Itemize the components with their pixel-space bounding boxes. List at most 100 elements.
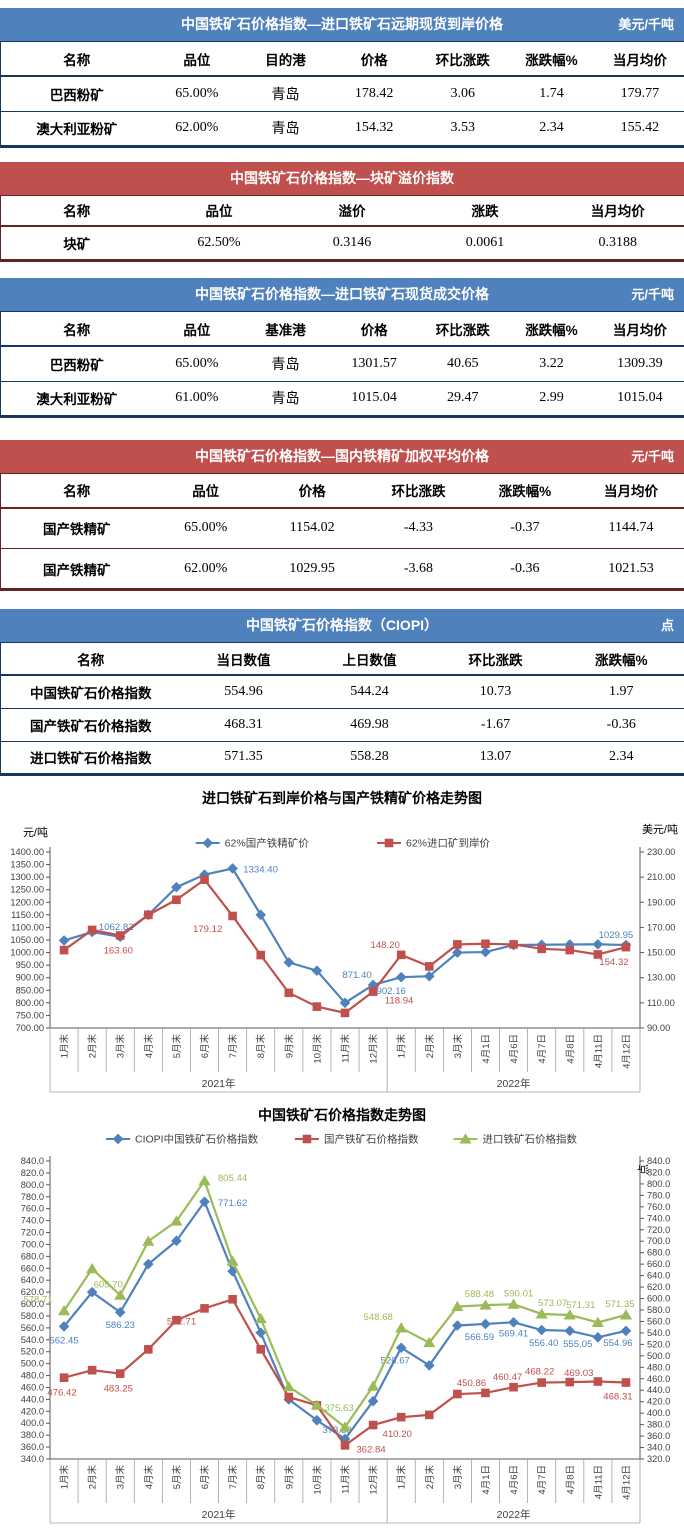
svg-text:580.0: 580.0	[647, 1305, 670, 1315]
table-title-band: 中国铁矿石价格指数—国内铁精矿加权平均价格元/千吨	[0, 440, 684, 474]
data-point-label: 483.25	[104, 1383, 133, 1394]
value-cell: 0.3146	[286, 226, 419, 261]
year-group-label: 2021年	[202, 1077, 236, 1090]
value-cell: 65.00%	[153, 508, 259, 549]
x-axis-tick-label: 1月末	[396, 1464, 408, 1489]
x-axis-tick-label: 3月末	[115, 1464, 127, 1489]
svg-text:340.0: 340.0	[647, 1442, 670, 1452]
x-axis-tick-label: 3月末	[115, 1033, 127, 1058]
x-axis-tick-label: 5月末	[171, 1033, 183, 1058]
value-cell: -4.33	[365, 508, 471, 549]
svg-text:780.0: 780.0	[647, 1190, 670, 1200]
svg-text:900.00: 900.00	[16, 972, 44, 982]
year-group-label: 2021年	[202, 1508, 236, 1521]
row-name-cell: 国产铁精矿	[1, 508, 153, 549]
svg-text:700.0: 700.0	[21, 1239, 44, 1249]
table-title: 中国铁矿石价格指数—块矿溢价指数	[230, 170, 454, 186]
row-name-cell: 澳大利亚粉矿	[1, 381, 153, 416]
value-cell: 1154.02	[259, 508, 365, 549]
value-cell: 1.97	[559, 675, 684, 708]
x-axis-tick-label: 4月11日	[593, 1034, 604, 1068]
table-header-row: 名称品位目的港价格环比涨跌涨跌幅%当月均价	[1, 42, 684, 76]
x-axis-tick-label: 9月末	[283, 1464, 295, 1489]
svg-text:780.0: 780.0	[21, 1191, 44, 1201]
svg-text:460.0: 460.0	[21, 1382, 44, 1392]
column-header: 名称	[1, 643, 181, 675]
svg-text:400.0: 400.0	[21, 1418, 44, 1428]
data-point-label: 571.31	[566, 1299, 595, 1310]
row-name-cell: 巴西粉矿	[1, 346, 153, 381]
value-cell: 65.00%	[153, 346, 242, 381]
svg-text:760.0: 760.0	[21, 1203, 44, 1213]
value-cell: 62.00%	[153, 111, 242, 146]
column-header: 名称	[1, 474, 153, 508]
value-cell: 178.42	[330, 76, 419, 111]
data-point-label: 469.03	[564, 1368, 593, 1379]
value-cell: 13.07	[433, 741, 559, 774]
data-point-label: 578.71	[23, 1294, 52, 1305]
row-name-cell: 澳大利亚粉矿	[1, 111, 153, 146]
svg-text:340.0: 340.0	[21, 1454, 44, 1464]
column-header: 上日数值	[307, 643, 433, 675]
data-point-label: 1029.95	[599, 930, 634, 941]
svg-text:进口铁矿石到岸价格与国产铁精矿价格走势图: 进口铁矿石到岸价格与国产铁精矿价格走势图	[202, 790, 482, 806]
svg-text:380.0: 380.0	[21, 1430, 44, 1440]
value-cell: 40.65	[418, 346, 507, 381]
column-header: 环比涨跌	[418, 42, 507, 76]
svg-text:1300.00: 1300.00	[10, 872, 44, 882]
value-cell: 469.98	[307, 708, 433, 741]
svg-text:420.0: 420.0	[647, 1396, 670, 1406]
data-point-label: 154.32	[599, 957, 628, 968]
table-header-row: 名称品位基准港价格环比涨跌涨跌幅%当月均价	[1, 312, 684, 346]
svg-text:700.0: 700.0	[647, 1236, 670, 1246]
x-axis-tick-label: 3月末	[452, 1033, 464, 1058]
svg-text:580.0: 580.0	[21, 1310, 44, 1320]
table-title-band: 中国铁矿石价格指数（CIOPI）点	[0, 609, 684, 643]
svg-text:380.0: 380.0	[647, 1419, 670, 1429]
x-axis-tick-label: 2月末	[424, 1464, 436, 1489]
value-cell: 2.99	[507, 381, 596, 416]
data-point-label: 163.60	[104, 945, 133, 956]
data-point-label: 805.44	[218, 1172, 248, 1183]
column-header: 涨跌	[419, 196, 552, 226]
table-title-band: 中国铁矿石价格指数—进口铁矿石现货成交价格元/千吨	[0, 278, 684, 312]
svg-text:520.0: 520.0	[647, 1339, 670, 1349]
svg-text:360.0: 360.0	[647, 1431, 670, 1441]
svg-text:560.0: 560.0	[21, 1322, 44, 1332]
value-cell: 62.00%	[153, 549, 259, 590]
svg-text:1100.00: 1100.00	[11, 922, 44, 932]
x-axis-tick-label: 4月8日	[565, 1034, 576, 1064]
value-cell: -0.36	[559, 708, 684, 741]
table-title: 中国铁矿石价格指数（CIOPI）	[246, 617, 438, 633]
value-cell: -0.37	[472, 508, 578, 549]
column-header: 当月均价	[552, 196, 684, 226]
price-table-1: 中国铁矿石价格指数—进口铁矿石远期现货到岸价格美元/千吨名称品位目的港价格环比涨…	[0, 8, 684, 148]
svg-text:720.0: 720.0	[21, 1227, 44, 1237]
svg-text:190.00: 190.00	[647, 897, 675, 907]
data-point-label: 468.22	[525, 1366, 554, 1377]
price-table-5: 中国铁矿石价格指数（CIOPI）点名称当日数值上日数值环比涨跌涨跌幅%中国铁矿石…	[0, 609, 684, 776]
svg-text:740.0: 740.0	[647, 1213, 670, 1223]
data-point-label: 468.31	[603, 1391, 632, 1402]
value-cell: 29.47	[418, 381, 507, 416]
column-header: 涨跌幅%	[507, 42, 596, 76]
value-cell: 0.3188	[552, 226, 684, 261]
data-point-label: 362.84	[356, 1444, 386, 1455]
data-point-label: 569.41	[499, 1328, 528, 1339]
legend-label: 国产铁矿石价格指数	[324, 1132, 419, 1145]
column-header: 基准港	[241, 312, 330, 346]
data-point-label: 871.40	[342, 969, 371, 980]
x-axis-tick-label: 11月末	[340, 1033, 352, 1062]
svg-text:600.0: 600.0	[647, 1293, 670, 1303]
column-header: 当月均价	[578, 474, 684, 508]
svg-text:1150.00: 1150.00	[11, 909, 44, 919]
value-cell: 65.00%	[153, 76, 242, 111]
value-cell: 青岛	[241, 111, 330, 146]
